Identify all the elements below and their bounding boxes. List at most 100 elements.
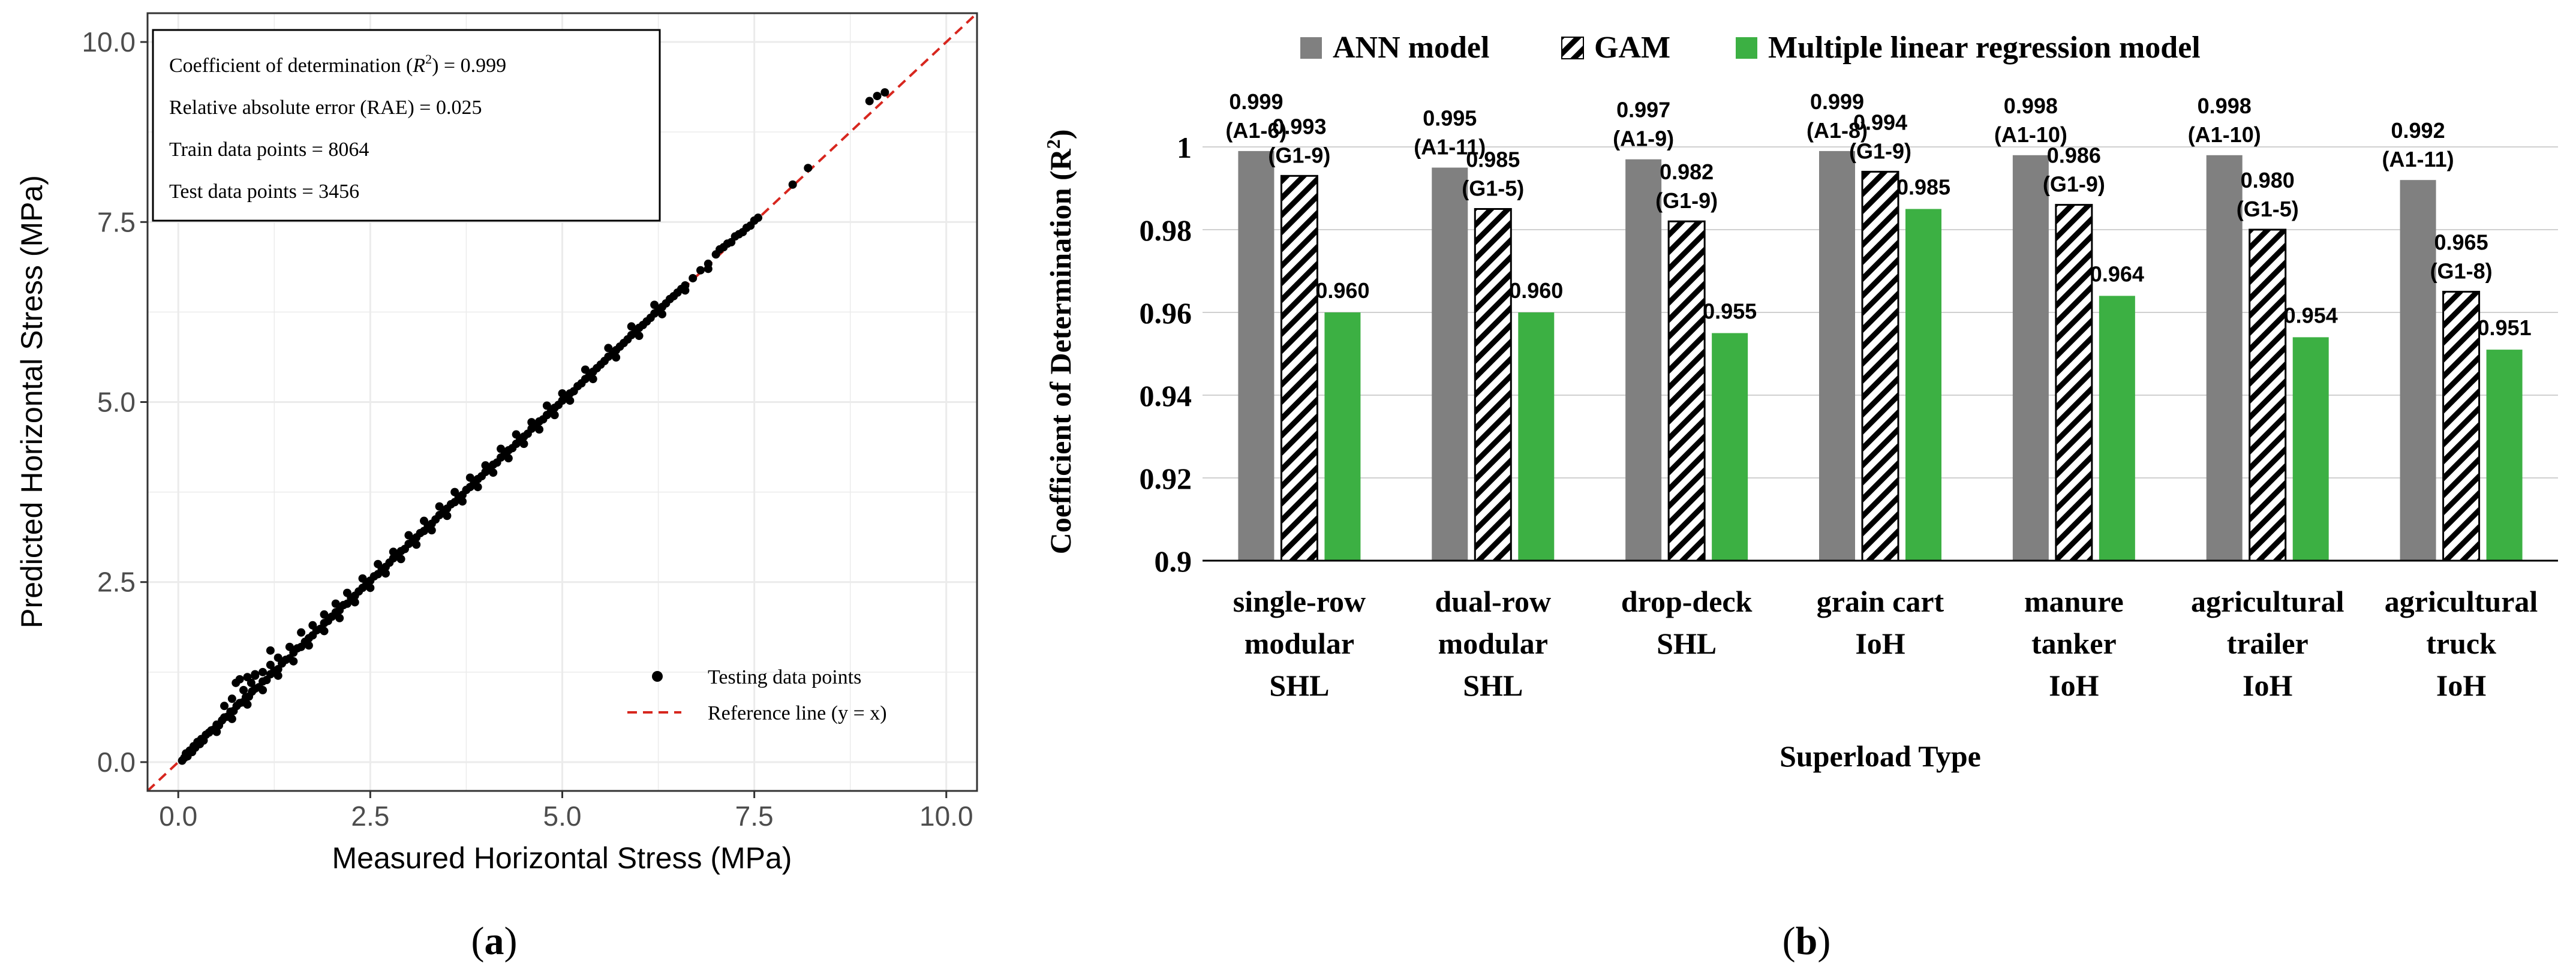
legend-points-label: Testing data points — [708, 666, 861, 688]
y-tick-label: 5.0 — [97, 387, 136, 418]
data-point — [465, 473, 474, 482]
data-point — [320, 627, 329, 636]
category-label: IoH — [1855, 627, 1905, 660]
y-tick-label: 0.96 — [1140, 296, 1192, 330]
data-point — [865, 97, 874, 106]
bar-value-label: 0.960 — [1509, 278, 1563, 303]
ann-bar — [2400, 180, 2436, 561]
category-label: IoH — [2436, 669, 2486, 702]
scatter-points — [178, 88, 889, 765]
data-point — [612, 353, 621, 362]
data-point — [251, 670, 260, 679]
bar-model-label: (A1-9) — [1613, 127, 1674, 151]
bar-value-label: 0.995 — [1423, 106, 1477, 131]
bar-value-label: 0.951 — [2478, 315, 2532, 340]
ann-bar — [1625, 159, 1662, 561]
bar-value-label: 0.999 — [1229, 89, 1283, 114]
category-label: drop-deck — [1621, 585, 1753, 618]
panel-a-legend: Testing data points Reference line (y = … — [627, 666, 887, 724]
bar-value-label: 0.964 — [2090, 261, 2144, 286]
category-label: modular — [1438, 627, 1548, 660]
data-point — [320, 610, 329, 619]
panel-a-y-axis-label: Predicted Horizontal Stress (MPa) — [15, 175, 49, 628]
data-point — [635, 332, 644, 341]
data-point — [331, 599, 340, 608]
legend-point-marker — [652, 671, 663, 682]
gam-bar — [1474, 208, 1512, 562]
category-label: SHL — [1657, 627, 1717, 660]
data-point — [443, 511, 452, 520]
bar-value-label: 0.997 — [1616, 98, 1670, 122]
bar-model-label: (A1-11) — [1414, 135, 1486, 160]
category-label: trailer — [2227, 627, 2309, 660]
category-label: SHL — [1269, 669, 1329, 702]
data-point — [754, 213, 763, 222]
category-label: agricultural — [2191, 585, 2344, 618]
data-point — [504, 454, 513, 463]
data-point — [458, 497, 467, 506]
y-tick-label: 0.98 — [1140, 213, 1192, 247]
data-point — [273, 671, 282, 680]
gam-bar — [1280, 174, 1318, 562]
bar-model-label: (G1-9) — [1655, 188, 1718, 213]
data-point — [366, 583, 375, 592]
panel-b-x-axis-label: Superload Type — [1780, 739, 1981, 773]
mlr-bar — [2486, 350, 2523, 561]
data-point — [650, 300, 659, 309]
data-point — [450, 488, 459, 496]
bar-model-label: (A1-10) — [1994, 122, 2067, 147]
gam-bar — [1861, 170, 1899, 562]
category-label: manure — [2024, 585, 2124, 618]
mlr-bar — [2099, 296, 2135, 561]
panel-b-y-ticks: 0.9 0.92 0.94 0.96 0.98 1 — [1140, 131, 1192, 578]
stats-train: Train data points = 8064 — [169, 139, 369, 161]
bar-value-label: 0.965 — [2434, 230, 2488, 255]
data-point — [289, 657, 298, 666]
data-point — [350, 598, 359, 607]
ann-bar — [1819, 151, 1855, 561]
data-point — [681, 286, 690, 295]
category-label: agricultural — [2385, 585, 2538, 618]
data-point — [227, 714, 236, 723]
bar-value-label: 0.955 — [1703, 299, 1757, 324]
bar-value-label: 0.992 — [2391, 118, 2445, 143]
category-label: single-row — [1233, 585, 1366, 618]
mlr-bar — [1905, 209, 1941, 561]
data-point — [273, 653, 282, 662]
mlr-bar — [1518, 312, 1555, 561]
data-point — [581, 365, 590, 374]
mlr-bar — [2292, 337, 2329, 561]
data-point — [689, 273, 698, 282]
data-point — [696, 266, 705, 275]
data-point — [489, 468, 498, 477]
ann-bar — [1432, 167, 1468, 561]
bar-model-label: (A1-6) — [1225, 118, 1287, 143]
category-label: dual-row — [1435, 585, 1552, 618]
data-point — [266, 646, 275, 655]
category-label: IoH — [2243, 669, 2292, 702]
legend-ann-label: ANN model — [1333, 31, 1489, 65]
y-tick-label: 0.94 — [1140, 379, 1192, 413]
y-tick-label: 10.0 — [82, 26, 136, 58]
gam-bar — [2442, 291, 2481, 562]
panel-a-x-axis-label: Measured Horizontal Stress (MPa) — [332, 841, 792, 875]
panel-a-y-ticks: 0.0 2.5 5.0 7.5 10.0 — [82, 26, 148, 778]
bar-model-label: (G1-8) — [2430, 259, 2493, 284]
data-point — [374, 559, 383, 568]
gam-bar — [1667, 220, 1706, 562]
bar-model-label: (G1-5) — [1462, 176, 1524, 201]
panel-b-caption: (b) — [1783, 919, 1831, 963]
data-point — [435, 502, 444, 511]
bar-model-label: (G1-9) — [1268, 143, 1330, 167]
data-point — [535, 425, 544, 434]
bar-value-label: 0.998 — [2198, 94, 2252, 118]
bar-value-label: 0.998 — [2004, 94, 2058, 118]
data-point — [297, 628, 306, 637]
legend-line-label: Reference line (y = x) — [708, 702, 887, 724]
data-point — [427, 526, 436, 535]
legend-gam-swatch — [1561, 37, 1584, 59]
ann-bar — [2206, 155, 2243, 561]
ann-bar — [2012, 155, 2049, 561]
data-point — [243, 673, 252, 682]
bar-value-label: 0.985 — [1466, 148, 1520, 172]
